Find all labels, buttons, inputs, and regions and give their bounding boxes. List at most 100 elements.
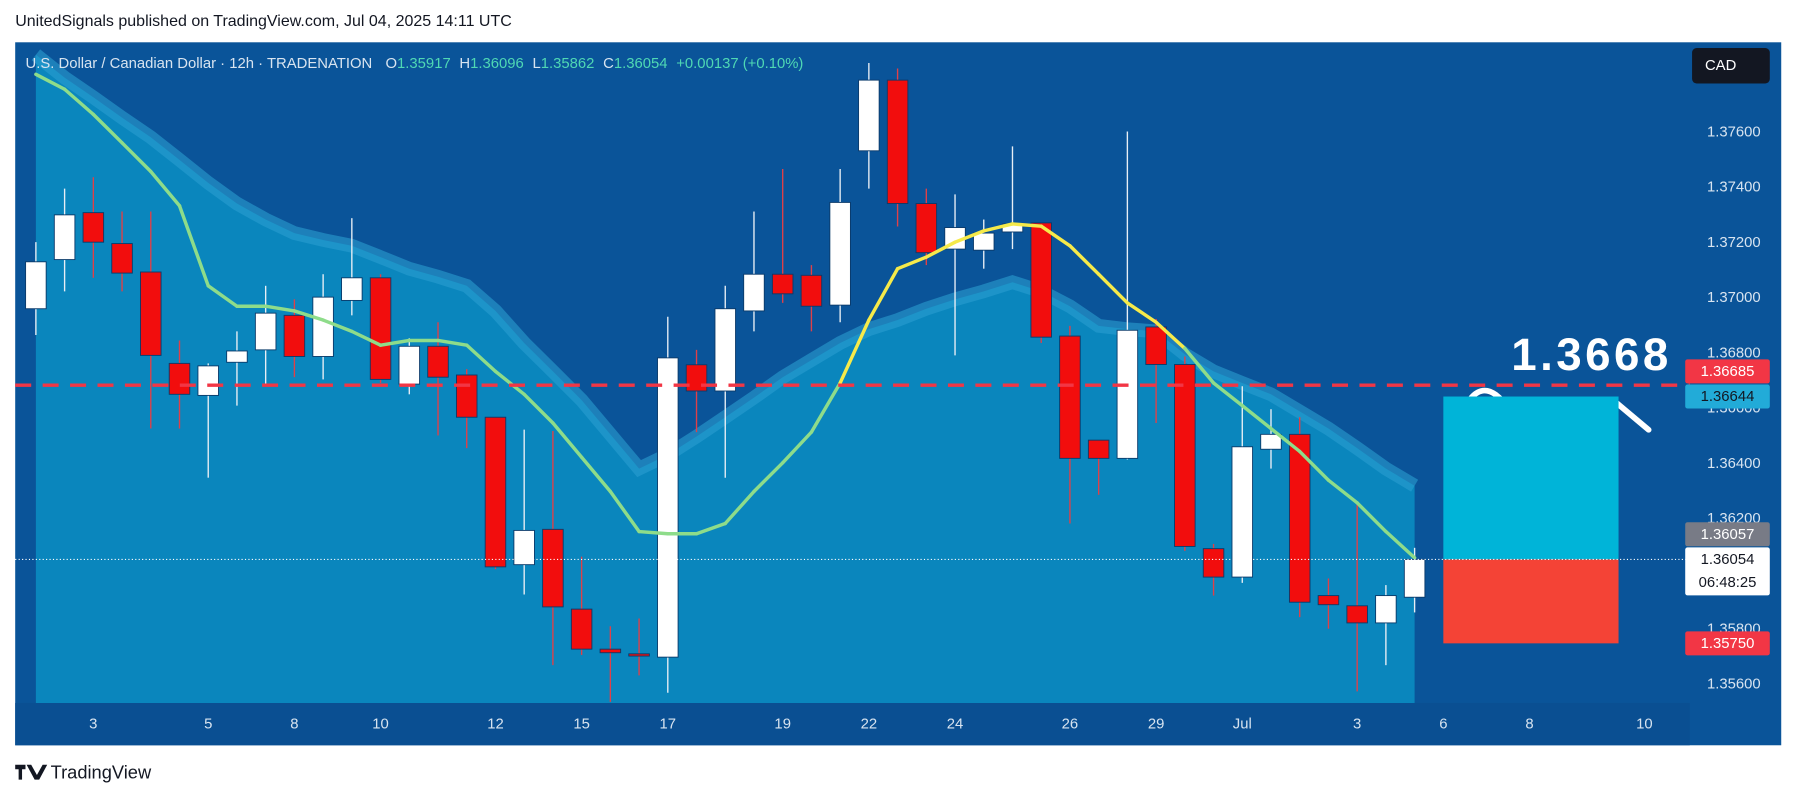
candle-body: [1030, 222, 1052, 338]
candle-body: [714, 308, 736, 392]
ma-line: [1039, 224, 1072, 248]
candle-body: [140, 271, 162, 356]
currency[interactable]: CAD: [1705, 58, 1737, 74]
ma-line: [1269, 426, 1302, 454]
plot-area: [25, 49, 1426, 703]
ohlc-letter: L: [533, 56, 541, 72]
candle-body: [111, 243, 133, 274]
candle-body: [369, 277, 392, 380]
x-tick-label: 15: [573, 717, 590, 733]
price-tag: [1685, 631, 1770, 656]
x-tick-label: 10: [1636, 717, 1653, 733]
ma-line: [378, 338, 412, 347]
x-tick-label: 29: [1148, 717, 1165, 733]
candle-body: [1145, 326, 1167, 365]
position-loss: [1443, 559, 1619, 644]
ma-line: [780, 430, 814, 465]
change: +0.00137 (+0.10%): [676, 56, 803, 72]
candle-body: [771, 273, 794, 295]
candle-body: [628, 653, 650, 657]
ohlc-value: 1.36054: [614, 56, 668, 72]
ma-line: [982, 222, 1015, 233]
ma-line: [1183, 346, 1216, 385]
candle-body: [1375, 595, 1397, 624]
candle-body: [455, 374, 478, 418]
ma-line: [1384, 529, 1417, 560]
y-tick-label: 1.36400: [1707, 456, 1761, 472]
x-tick-label: 8: [1525, 717, 1533, 733]
candle-body: [1346, 605, 1368, 624]
y-tick-label: 1.35600: [1707, 677, 1761, 693]
ma-line: [34, 72, 67, 91]
y-tick-label: 1.37600: [1707, 124, 1761, 140]
price-tag: [1685, 547, 1770, 596]
candle-body: [1288, 433, 1311, 603]
x-tick-label: 3: [89, 717, 97, 733]
candle-body: [1317, 595, 1340, 606]
ohlc-value: 1.35862: [541, 56, 595, 72]
ma-line: [177, 204, 210, 288]
price-tag: [1685, 359, 1770, 384]
candle-body: [1260, 433, 1282, 450]
annotation: 1.3668: [1511, 329, 1671, 380]
x-tick-label: 17: [660, 717, 677, 733]
ma-line: [551, 421, 584, 459]
ma-line: [1355, 501, 1388, 534]
ma-line: [723, 489, 756, 526]
ma-line: [1326, 478, 1359, 505]
candle-body: [858, 79, 880, 152]
ma-line: [752, 461, 785, 494]
ma-line: [1096, 272, 1130, 305]
candle-body: [685, 364, 708, 392]
ma-line: [1240, 403, 1273, 431]
candle-body: [427, 345, 449, 378]
candle-body: [886, 79, 909, 204]
x-tick-label: 22: [861, 717, 878, 733]
position-profit: [1443, 396, 1619, 560]
candle-body: [25, 261, 47, 310]
ma-line: [292, 309, 325, 322]
x-axis-band: [15, 702, 1690, 746]
ma-line: [694, 521, 727, 536]
y-tick-label: 1.37200: [1707, 235, 1761, 251]
ma-line: [149, 169, 182, 208]
ma-line: [1010, 222, 1043, 228]
candle-body: [283, 314, 306, 357]
candle-body: [513, 529, 535, 566]
currency-box[interactable]: [1692, 48, 1770, 84]
brand-logo: [15, 764, 48, 780]
candle-body: [1231, 446, 1254, 578]
ma-line: [321, 318, 354, 334]
candle-body: [484, 416, 507, 568]
y-tick-label: 1.37000: [1707, 290, 1761, 306]
ma-line: [1125, 301, 1158, 324]
ohlc-letter: C: [603, 56, 614, 72]
ma-line: [493, 369, 526, 397]
ohlc-value: 1.36096: [470, 56, 524, 72]
candle-body: [312, 296, 334, 357]
ma-line: [809, 381, 842, 434]
y-tick-label: 1.37400: [1707, 180, 1761, 196]
candle-body: [1116, 329, 1139, 459]
symbol: U.S. Dollar / Canadian Dollar · 12h · TR…: [25, 56, 372, 72]
candle-body: [226, 350, 248, 363]
x-tick-label: 24: [947, 717, 964, 733]
x-tick-label: 8: [290, 717, 298, 733]
candle-body: [743, 273, 765, 312]
x-tick-label: 26: [1062, 717, 1079, 733]
ohlc-value: 1.35917: [397, 56, 451, 72]
ma-line: [91, 112, 124, 145]
legend: U.S. Dollar / Canadian Dollar · 12h · TR…: [25, 56, 803, 72]
x-tick-label: 6: [1439, 717, 1447, 733]
x-tick-label: Jul: [1233, 717, 1252, 733]
publish-title: UnitedSignals published on TradingView.c…: [15, 13, 512, 30]
x-tick-label: 10: [372, 717, 389, 733]
candle-body: [1059, 335, 1081, 459]
ma-line: [953, 229, 986, 244]
candle-body: [1174, 364, 1196, 547]
candle-body: [341, 277, 363, 301]
ma-line: [1211, 381, 1244, 408]
ma-line: [465, 343, 498, 374]
ma-line: [637, 529, 670, 536]
